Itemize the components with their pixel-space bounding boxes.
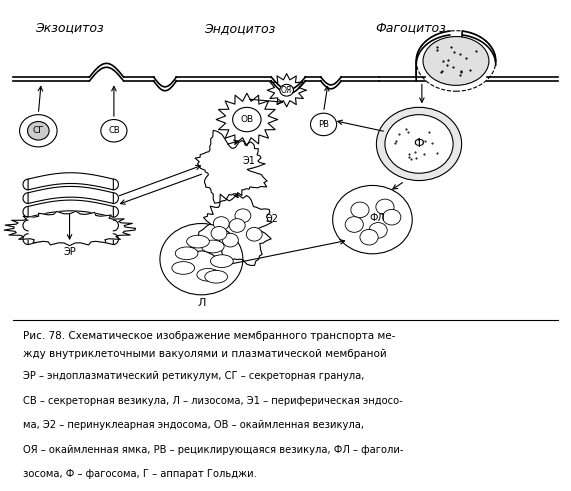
Ellipse shape [175, 247, 198, 260]
Ellipse shape [172, 262, 195, 274]
Circle shape [19, 115, 57, 147]
Circle shape [383, 209, 401, 225]
Ellipse shape [187, 235, 210, 248]
Ellipse shape [197, 269, 220, 281]
Circle shape [333, 186, 412, 254]
Polygon shape [195, 130, 267, 203]
Text: ЭР – эндоплазматический ретикулум, СГ – секреторная гранула,: ЭР – эндоплазматический ретикулум, СГ – … [23, 371, 364, 382]
Text: ОВ: ОВ [240, 115, 254, 124]
Text: Э2: Э2 [266, 214, 279, 223]
Ellipse shape [211, 255, 233, 268]
Text: Рис. 78. Схематическое изображение мембранного транспорта ме-: Рис. 78. Схематическое изображение мембр… [23, 331, 395, 341]
Text: жду внутриклеточными вакуолями и плазматической мембраной: жду внутриклеточными вакуолями и плазмат… [23, 349, 387, 359]
Polygon shape [4, 211, 135, 246]
Circle shape [376, 199, 394, 215]
Circle shape [214, 217, 229, 230]
Circle shape [385, 115, 453, 173]
Text: Фагоцитоз: Фагоцитоз [375, 22, 446, 35]
Circle shape [101, 119, 127, 142]
Circle shape [376, 108, 461, 181]
Polygon shape [28, 227, 113, 245]
Text: СГ: СГ [33, 126, 44, 135]
Circle shape [160, 223, 243, 295]
Text: зосома, Ф – фагосома, Г – аппарат Гольджи.: зосома, Ф – фагосома, Г – аппарат Гольдж… [23, 469, 257, 479]
Circle shape [223, 233, 238, 247]
Circle shape [235, 209, 251, 222]
Text: РВ: РВ [318, 120, 329, 129]
Text: ФЛ: ФЛ [369, 213, 385, 223]
Polygon shape [28, 187, 113, 203]
Circle shape [369, 222, 387, 238]
Text: СВ – секреторная везикула, Л – лизосома, Э1 – периферическая эндосо-: СВ – секреторная везикула, Л – лизосома,… [23, 396, 403, 406]
Circle shape [229, 218, 245, 232]
Ellipse shape [423, 36, 489, 85]
Text: ОЯ – окаймленная ямка, РВ – рециклирующаяся везикула, ФЛ – фаголи-: ОЯ – окаймленная ямка, РВ – рециклирующа… [23, 444, 404, 455]
Circle shape [345, 217, 363, 232]
Polygon shape [28, 200, 113, 217]
Polygon shape [191, 194, 272, 266]
Text: Ф: Ф [413, 137, 424, 150]
Text: Экзоцитоз: Экзоцитоз [35, 22, 104, 35]
Ellipse shape [205, 271, 227, 283]
Ellipse shape [202, 240, 224, 253]
Text: ЭР: ЭР [63, 247, 76, 257]
Circle shape [360, 229, 378, 245]
Circle shape [211, 226, 227, 240]
Circle shape [311, 113, 337, 136]
Circle shape [27, 121, 49, 140]
Text: СВ: СВ [108, 126, 120, 135]
Circle shape [232, 108, 261, 132]
Polygon shape [28, 173, 113, 190]
Circle shape [280, 84, 293, 96]
Polygon shape [28, 214, 113, 231]
Text: ма, Э2 – перинуклеарная эндосома, ОВ – окаймленная везикула,: ма, Э2 – перинуклеарная эндосома, ОВ – о… [23, 420, 364, 430]
Text: Эндоцитоз: Эндоцитоз [204, 22, 276, 35]
Text: ОЯ: ОЯ [281, 86, 292, 95]
Circle shape [246, 227, 262, 241]
Text: Э1: Э1 [242, 156, 255, 166]
Circle shape [351, 202, 369, 218]
Text: Л: Л [197, 298, 206, 308]
